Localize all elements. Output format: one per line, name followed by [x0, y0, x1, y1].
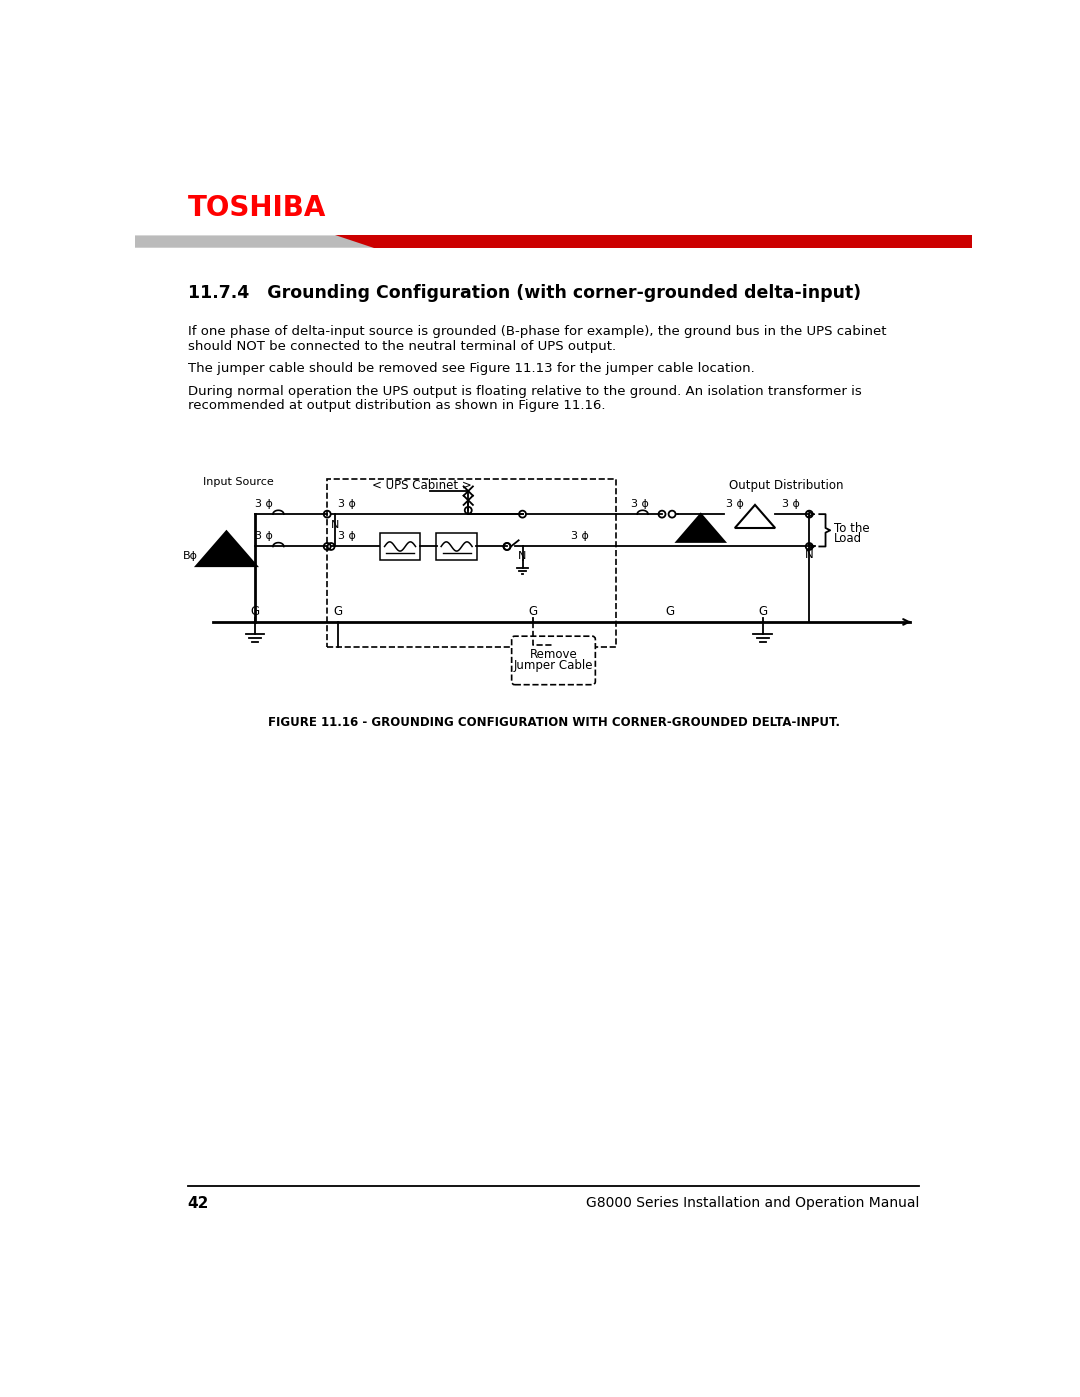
Text: G8000 Series Installation and Operation Manual: G8000 Series Installation and Operation …	[586, 1196, 919, 1210]
Text: During normal operation the UPS output is floating relative to the ground. An is: During normal operation the UPS output i…	[188, 384, 862, 398]
Text: G: G	[334, 605, 342, 617]
Text: Output Distribution: Output Distribution	[729, 479, 843, 492]
Bar	[436, 534, 476, 560]
Text: N: N	[330, 520, 339, 529]
Text: G: G	[528, 605, 537, 617]
Text: 3 ϕ: 3 ϕ	[338, 499, 356, 509]
Text: FIGURE 11.16 - GROUNDING CONFIGURATION WITH CORNER-GROUNDED DELTA-INPUT.: FIGURE 11.16 - GROUNDING CONFIGURATION W…	[268, 715, 839, 729]
Text: G: G	[665, 605, 674, 617]
Text: 3 ϕ: 3 ϕ	[256, 531, 273, 542]
FancyBboxPatch shape	[512, 636, 595, 685]
Text: 3 ϕ: 3 ϕ	[338, 531, 356, 542]
Text: Remove: Remove	[529, 648, 578, 661]
Text: G: G	[251, 605, 259, 617]
Text: G: G	[758, 605, 767, 617]
Text: If one phase of delta-input source is grounded (B-phase for example), the ground: If one phase of delta-input source is gr…	[188, 326, 887, 338]
Text: Jumper Cable: Jumper Cable	[514, 659, 593, 672]
Polygon shape	[734, 504, 775, 528]
Text: N: N	[518, 552, 527, 562]
Text: 3 ϕ: 3 ϕ	[782, 499, 800, 509]
Text: 11.7.4   Grounding Configuration (with corner-grounded delta-input): 11.7.4 Grounding Configuration (with cor…	[188, 284, 861, 302]
Text: < UPS Cabinet >: < UPS Cabinet >	[372, 479, 472, 492]
Text: should NOT be connected to the neutral terminal of UPS output.: should NOT be connected to the neutral t…	[188, 339, 616, 353]
Text: 3 ϕ: 3 ϕ	[726, 499, 743, 509]
Polygon shape	[197, 532, 256, 566]
Text: The jumper cable should be removed see Figure 11.13 for the jumper cable locatio: The jumper cable should be removed see F…	[188, 362, 755, 376]
Text: Bϕ: Bϕ	[184, 552, 199, 562]
Polygon shape	[335, 236, 972, 247]
Bar	[380, 534, 420, 560]
Text: 42: 42	[188, 1196, 210, 1211]
Text: 3 ϕ: 3 ϕ	[631, 499, 649, 509]
Text: 3 ϕ: 3 ϕ	[256, 499, 273, 509]
Polygon shape	[135, 236, 381, 247]
Bar	[327, 479, 616, 647]
Text: 3 ϕ: 3 ϕ	[570, 531, 589, 542]
Text: Input Source: Input Source	[203, 476, 273, 486]
Text: N: N	[805, 548, 813, 560]
Text: TOSHIBA: TOSHIBA	[188, 194, 326, 222]
Polygon shape	[677, 514, 724, 542]
Text: recommended at output distribution as shown in Figure 11.16.: recommended at output distribution as sh…	[188, 400, 605, 412]
Text: To the: To the	[834, 521, 869, 535]
Text: Load: Load	[834, 532, 862, 545]
